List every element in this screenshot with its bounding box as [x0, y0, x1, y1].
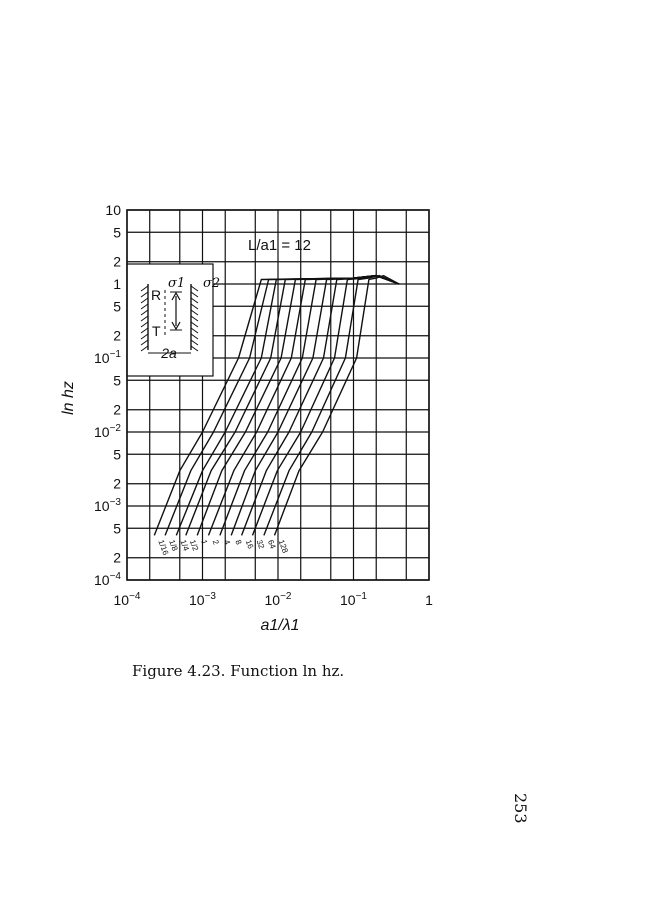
- curve-label-64: 64: [266, 539, 278, 551]
- hatch: [140, 333, 149, 340]
- series-line-1: [196, 274, 400, 536]
- hatch: [190, 285, 199, 292]
- label-r: R: [151, 287, 161, 303]
- inset-box: [126, 263, 214, 377]
- hatch: [140, 297, 149, 304]
- hatch: [140, 321, 149, 328]
- plot-frame: [126, 209, 430, 581]
- hatch: [140, 345, 149, 352]
- x-tick-label: 10−1: [340, 591, 367, 608]
- series-line-1-2: [185, 274, 400, 536]
- curve-label-8: 8: [233, 539, 243, 547]
- hatch: [140, 285, 149, 292]
- y-tick-label: 5: [113, 520, 121, 536]
- hatch: [140, 339, 149, 346]
- page-number: 253: [511, 793, 530, 824]
- y-tick-label: 5: [113, 446, 121, 462]
- label-sigma1: σ1: [168, 276, 185, 291]
- curve-label-1-8: 1/8: [167, 539, 179, 553]
- x-tick-label: 10−4: [114, 591, 141, 608]
- curve-label-4: 4: [222, 539, 232, 547]
- label-t: T: [152, 323, 161, 339]
- figure-caption: Figure 4.23. Function ln hz.: [132, 662, 345, 680]
- y-tick-label: 5: [113, 372, 121, 388]
- y-tick-label: 10−4: [94, 571, 121, 588]
- curve-label-1: 1: [199, 539, 209, 547]
- y-tick-label: 2: [113, 476, 121, 492]
- y-axis-label: ln hz: [60, 381, 77, 415]
- hatch: [190, 303, 199, 310]
- y-tick-label: 2: [113, 402, 121, 418]
- y-tick-label: 5: [113, 298, 121, 314]
- curve-label-16: 16: [244, 539, 256, 551]
- hatch: [190, 321, 199, 328]
- label-2a: 2a: [160, 345, 177, 361]
- curve-label-2: 2: [211, 539, 221, 547]
- hatch: [190, 339, 199, 346]
- arrow-head: [171, 321, 181, 331]
- hatch: [190, 345, 199, 352]
- y-tick-label: 10−3: [94, 497, 121, 514]
- hatch: [140, 291, 149, 298]
- y-tick-label: 10: [105, 202, 121, 218]
- x-tick-label: 10−2: [265, 591, 292, 608]
- y-tick-label: 2: [113, 550, 121, 566]
- curve-labels: 1/161/81/41/2 1 2 4 8 16 32 64 128: [156, 539, 289, 557]
- hatch: [190, 291, 199, 298]
- y-tick-label: 1: [113, 276, 121, 292]
- hatch: [140, 315, 149, 322]
- y-tick-label: 2: [113, 328, 121, 344]
- y-tick-label: 2: [113, 254, 121, 270]
- arrow-head: [171, 291, 181, 301]
- series-line-4: [219, 274, 400, 536]
- curves: [153, 274, 400, 536]
- hatch: [190, 333, 199, 340]
- curve-label-128: 128: [277, 539, 290, 555]
- series-line-2: [207, 274, 400, 536]
- label-sigma2: σ2: [203, 276, 220, 291]
- curve-label-1-2: 1/2: [188, 539, 200, 553]
- x-tick-label: 1: [425, 592, 433, 608]
- inset-diagram: R Tσ1 σ2 2a: [140, 276, 220, 361]
- y-tick-label: 5: [113, 224, 121, 240]
- series-line-32: [251, 274, 400, 536]
- hatch: [190, 297, 199, 304]
- hatch: [140, 303, 149, 310]
- hatch: [190, 309, 199, 316]
- series-line-64: [263, 274, 400, 536]
- hatch: [140, 309, 149, 316]
- curve-label-1-4: 1/4: [178, 539, 190, 553]
- y-tick-label: 10−1: [94, 349, 121, 366]
- hatch: [140, 327, 149, 334]
- x-tick-label: 10−3: [189, 591, 216, 608]
- x-axis-label: a1/λ1: [260, 617, 299, 634]
- parameter-annotation: L/a1 = 12: [248, 237, 311, 254]
- curve-label-32: 32: [255, 539, 267, 551]
- hatch: [190, 327, 199, 334]
- hatch: [190, 315, 199, 322]
- series-line-128: [273, 274, 400, 536]
- y-tick-label: 10−2: [94, 423, 121, 440]
